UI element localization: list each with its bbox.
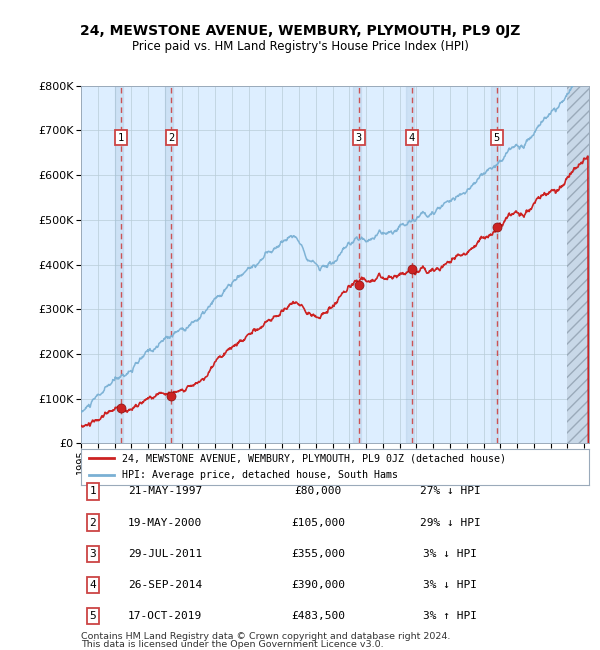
Text: 26-SEP-2014: 26-SEP-2014 (128, 580, 202, 590)
Bar (568, 86, 589, 443)
Bar (115, 86, 122, 443)
Text: £80,000: £80,000 (295, 486, 341, 497)
Text: 2: 2 (89, 517, 97, 528)
Text: Contains HM Land Registry data © Crown copyright and database right 2024.: Contains HM Land Registry data © Crown c… (81, 632, 451, 641)
Text: £355,000: £355,000 (291, 549, 345, 559)
Text: 3: 3 (356, 133, 362, 142)
Text: 3% ↑ HPI: 3% ↑ HPI (423, 611, 477, 621)
Text: 4: 4 (89, 580, 97, 590)
Text: 1: 1 (89, 486, 97, 497)
Text: 3: 3 (89, 549, 97, 559)
Bar (166, 86, 173, 443)
Bar (491, 86, 499, 443)
Text: This data is licensed under the Open Government Licence v3.0.: This data is licensed under the Open Gov… (81, 640, 383, 649)
Text: £390,000: £390,000 (291, 580, 345, 590)
Text: £483,500: £483,500 (291, 611, 345, 621)
Text: 3% ↓ HPI: 3% ↓ HPI (423, 549, 477, 559)
Text: HPI: Average price, detached house, South Hams: HPI: Average price, detached house, Sout… (122, 470, 398, 480)
Text: £105,000: £105,000 (291, 517, 345, 528)
Bar (406, 86, 413, 443)
Text: 21-MAY-1997: 21-MAY-1997 (128, 486, 202, 497)
Text: 5: 5 (494, 133, 500, 142)
Text: 24, MEWSTONE AVENUE, WEMBURY, PLYMOUTH, PL9 0JZ (detached house): 24, MEWSTONE AVENUE, WEMBURY, PLYMOUTH, … (122, 453, 506, 463)
Text: 4: 4 (409, 133, 415, 142)
Text: 1: 1 (118, 133, 124, 142)
Text: 3% ↓ HPI: 3% ↓ HPI (423, 580, 477, 590)
Text: 19-MAY-2000: 19-MAY-2000 (128, 517, 202, 528)
Text: 17-OCT-2019: 17-OCT-2019 (128, 611, 202, 621)
Text: 29-JUL-2011: 29-JUL-2011 (128, 549, 202, 559)
Text: 5: 5 (89, 611, 97, 621)
Text: 2: 2 (168, 133, 175, 142)
Text: 27% ↓ HPI: 27% ↓ HPI (419, 486, 481, 497)
Text: 24, MEWSTONE AVENUE, WEMBURY, PLYMOUTH, PL9 0JZ: 24, MEWSTONE AVENUE, WEMBURY, PLYMOUTH, … (80, 24, 520, 38)
Text: 29% ↓ HPI: 29% ↓ HPI (419, 517, 481, 528)
Bar (353, 86, 361, 443)
Text: Price paid vs. HM Land Registry's House Price Index (HPI): Price paid vs. HM Land Registry's House … (131, 40, 469, 53)
